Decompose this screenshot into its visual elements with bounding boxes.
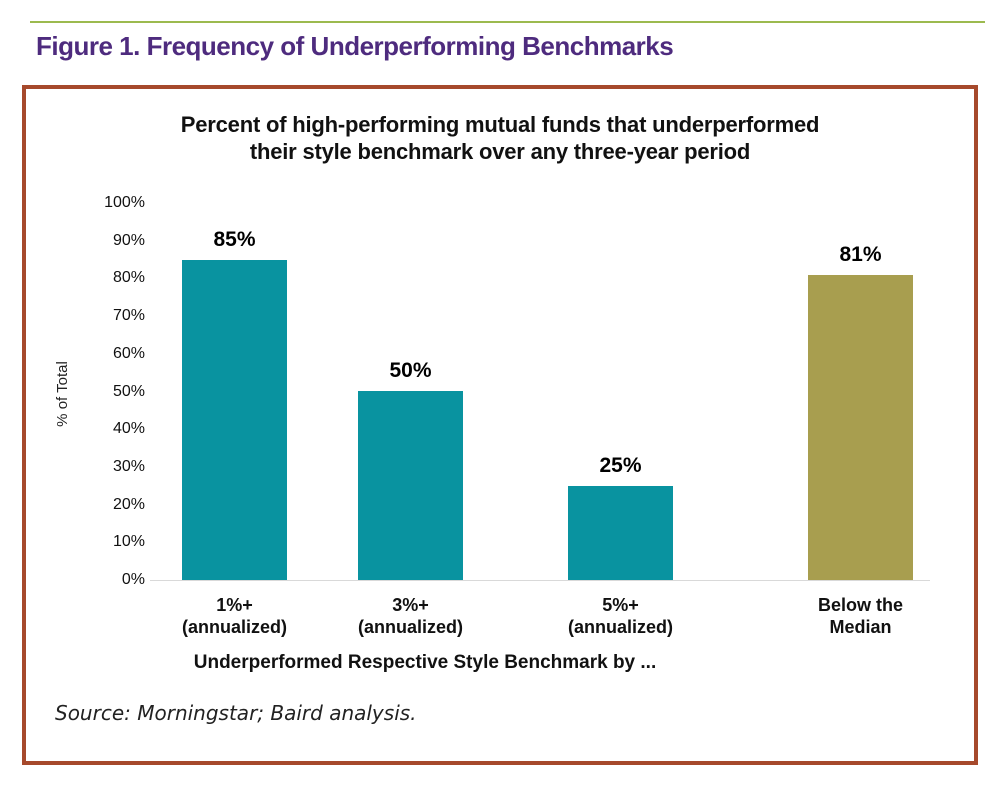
bar-value-label: 50% xyxy=(389,359,432,382)
source-note: Source: Morningstar; Baird analysis. xyxy=(55,701,417,725)
bar-3 xyxy=(568,486,673,580)
y-tick-label: 70% xyxy=(112,307,145,325)
x-category-label: 1%+ (annualized) xyxy=(145,594,325,638)
x-category-label: 5%+ (annualized) xyxy=(531,594,711,638)
x-category-label-line: (annualized) xyxy=(357,617,463,637)
top-rule xyxy=(30,21,985,23)
y-tick-label: 80% xyxy=(112,269,145,287)
y-tick-label: 40% xyxy=(112,420,145,438)
bar-4 xyxy=(808,275,913,580)
x-category-label: Below the Median xyxy=(771,594,951,638)
y-tick-label: 100% xyxy=(104,194,145,211)
figure-title: Figure 1. Frequency of Underperforming B… xyxy=(36,31,674,61)
chart-title-line-1: Percent of high-performing mutual funds … xyxy=(180,112,820,137)
y-tick-label: 90% xyxy=(112,231,145,249)
x-axis-title: Underperformed Respective Style Benchmar… xyxy=(193,652,657,673)
y-tick-label: 50% xyxy=(112,382,145,400)
bar-value-label: 81% xyxy=(839,243,882,266)
y-tick-label: 60% xyxy=(112,344,145,362)
x-axis-baseline xyxy=(150,580,930,581)
chart-panel: Percent of high-performing mutual funds … xyxy=(22,85,978,765)
x-category-label-line: 3%+ xyxy=(392,595,429,615)
y-tick-label: 0% xyxy=(121,571,145,588)
y-tick-label: 30% xyxy=(112,457,145,475)
bar-value-label: 25% xyxy=(599,454,642,477)
bar-value-label: 85% xyxy=(213,228,256,251)
x-category-label-line: Median xyxy=(829,617,892,637)
x-category-label-line: (annualized) xyxy=(567,617,673,637)
x-category-label-line: 1%+ xyxy=(216,595,253,615)
x-category-label-line: Below the xyxy=(817,595,903,615)
chart-title-line-2: their style benchmark over any three-yea… xyxy=(249,139,751,164)
x-category-label-line: (annualized) xyxy=(181,617,287,637)
x-category-label: 3%+ (annualized) xyxy=(321,594,501,638)
bar-2 xyxy=(358,391,463,580)
bar-1 xyxy=(182,260,287,580)
chart-title: Percent of high-performing mutual funds … xyxy=(26,111,974,165)
x-category-label-line: 5%+ xyxy=(602,595,639,615)
y-tick-label: 10% xyxy=(112,533,145,551)
y-tick-label: 20% xyxy=(112,495,145,513)
